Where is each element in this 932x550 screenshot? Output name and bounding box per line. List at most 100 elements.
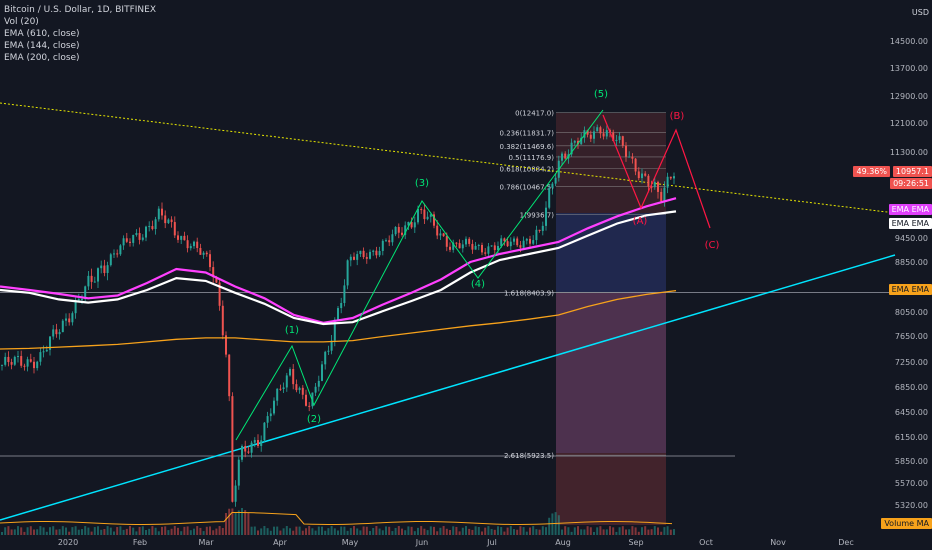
indicator-vol[interactable]: Vol (20)	[4, 17, 39, 27]
volume-bar	[618, 527, 621, 535]
indicator-ema-200[interactable]: EMA (200, close)	[4, 53, 80, 63]
volume-bar	[186, 526, 189, 535]
candle-body	[292, 369, 295, 385]
candle-body	[36, 361, 39, 369]
currency-label[interactable]: USD	[908, 7, 932, 18]
candle-body	[388, 240, 391, 243]
candle-body	[596, 127, 599, 132]
candle-body	[349, 256, 352, 261]
volume-bar	[225, 512, 227, 535]
volume-bar	[183, 526, 186, 535]
candle-body	[221, 305, 224, 336]
candle-body	[26, 359, 29, 367]
candle-body	[330, 340, 333, 351]
volume-bar	[71, 527, 74, 535]
candle-body	[314, 386, 317, 393]
volume-bar	[125, 528, 128, 535]
volume-bar	[170, 528, 173, 535]
volume-bar	[625, 529, 627, 535]
candle-body	[202, 252, 205, 255]
candle-body	[522, 240, 525, 248]
volume-bar	[362, 526, 365, 535]
volume-bar	[305, 528, 307, 535]
volume-bar	[394, 527, 397, 535]
volume-bar	[340, 526, 343, 535]
candle-body	[516, 238, 519, 246]
volume-bar	[333, 528, 336, 535]
volume-bar	[538, 529, 541, 535]
candle-body	[129, 241, 131, 243]
candle-body	[660, 191, 663, 202]
candle-body	[410, 221, 413, 228]
candle-body	[465, 238, 467, 245]
candle-body	[279, 388, 282, 390]
candle-body	[209, 254, 211, 268]
candle-body	[525, 238, 528, 241]
candle-body	[33, 361, 35, 369]
wave-label-green-4: (5)	[594, 89, 608, 100]
candle-body	[657, 181, 659, 192]
volume-bar	[506, 527, 509, 535]
volume-bar	[586, 526, 589, 535]
volume-bar	[471, 529, 474, 535]
volume-bar	[311, 528, 314, 535]
volume-bar	[647, 529, 650, 535]
volume-bar	[653, 526, 656, 535]
y-tick-label: 5570.00	[895, 479, 928, 488]
candle-body	[529, 238, 531, 244]
volume-bar	[151, 526, 154, 535]
volume-bar	[113, 531, 115, 535]
volume-bar	[285, 526, 288, 535]
candle-body	[199, 248, 202, 255]
volume-bar	[199, 527, 202, 535]
y-tick-label: 14500.00	[890, 37, 928, 46]
volume-bar	[423, 528, 426, 535]
candle-body	[429, 214, 432, 217]
candle-body	[445, 236, 448, 247]
volume-bar	[413, 531, 416, 535]
y-tick-label: 5320.00	[895, 501, 928, 510]
candle-body	[378, 250, 381, 256]
volume-bar	[93, 527, 96, 535]
volume-bar	[157, 531, 160, 535]
volume-bar	[324, 530, 327, 535]
volume-bar	[442, 526, 445, 535]
volume-bar	[426, 530, 429, 535]
volume-bar	[161, 526, 163, 535]
candle-body	[663, 187, 666, 202]
candle-body	[106, 265, 109, 274]
volume-bar	[77, 529, 80, 535]
candle-body	[442, 233, 445, 237]
volume-bar	[33, 529, 35, 535]
volume-bar	[154, 527, 157, 535]
wave-label-green-0: (1)	[285, 325, 299, 336]
volume-bar	[644, 526, 647, 535]
volume-bar	[141, 526, 144, 535]
candle-body	[45, 349, 48, 352]
candle-body	[381, 240, 384, 251]
candle-body	[356, 254, 359, 260]
volume-bar	[641, 527, 643, 535]
fib-zone-middle	[556, 213, 666, 453]
volume-bar	[257, 530, 259, 535]
volume-bar	[260, 528, 263, 535]
candle-body	[375, 250, 378, 256]
volume-bar	[436, 531, 439, 535]
indicator-ema-144[interactable]: EMA (144, close)	[4, 41, 80, 51]
volume-bar	[567, 527, 570, 535]
volume-bar	[20, 527, 23, 535]
candle-body	[551, 183, 554, 188]
volume-bar	[212, 530, 215, 535]
candle-body	[532, 240, 535, 244]
volume-bar	[97, 526, 99, 535]
candle-body	[573, 140, 576, 143]
candle-body	[481, 245, 483, 253]
symbol-title: Bitcoin / U.S. Dollar, 1D, BITFINEX	[4, 5, 156, 15]
candle-body	[321, 364, 323, 381]
candle-body	[509, 241, 512, 247]
indicator-ema-610[interactable]: EMA (610, close)	[4, 29, 80, 39]
volume-bar	[660, 531, 663, 535]
candle-body	[77, 299, 80, 301]
candle-body	[273, 400, 275, 414]
